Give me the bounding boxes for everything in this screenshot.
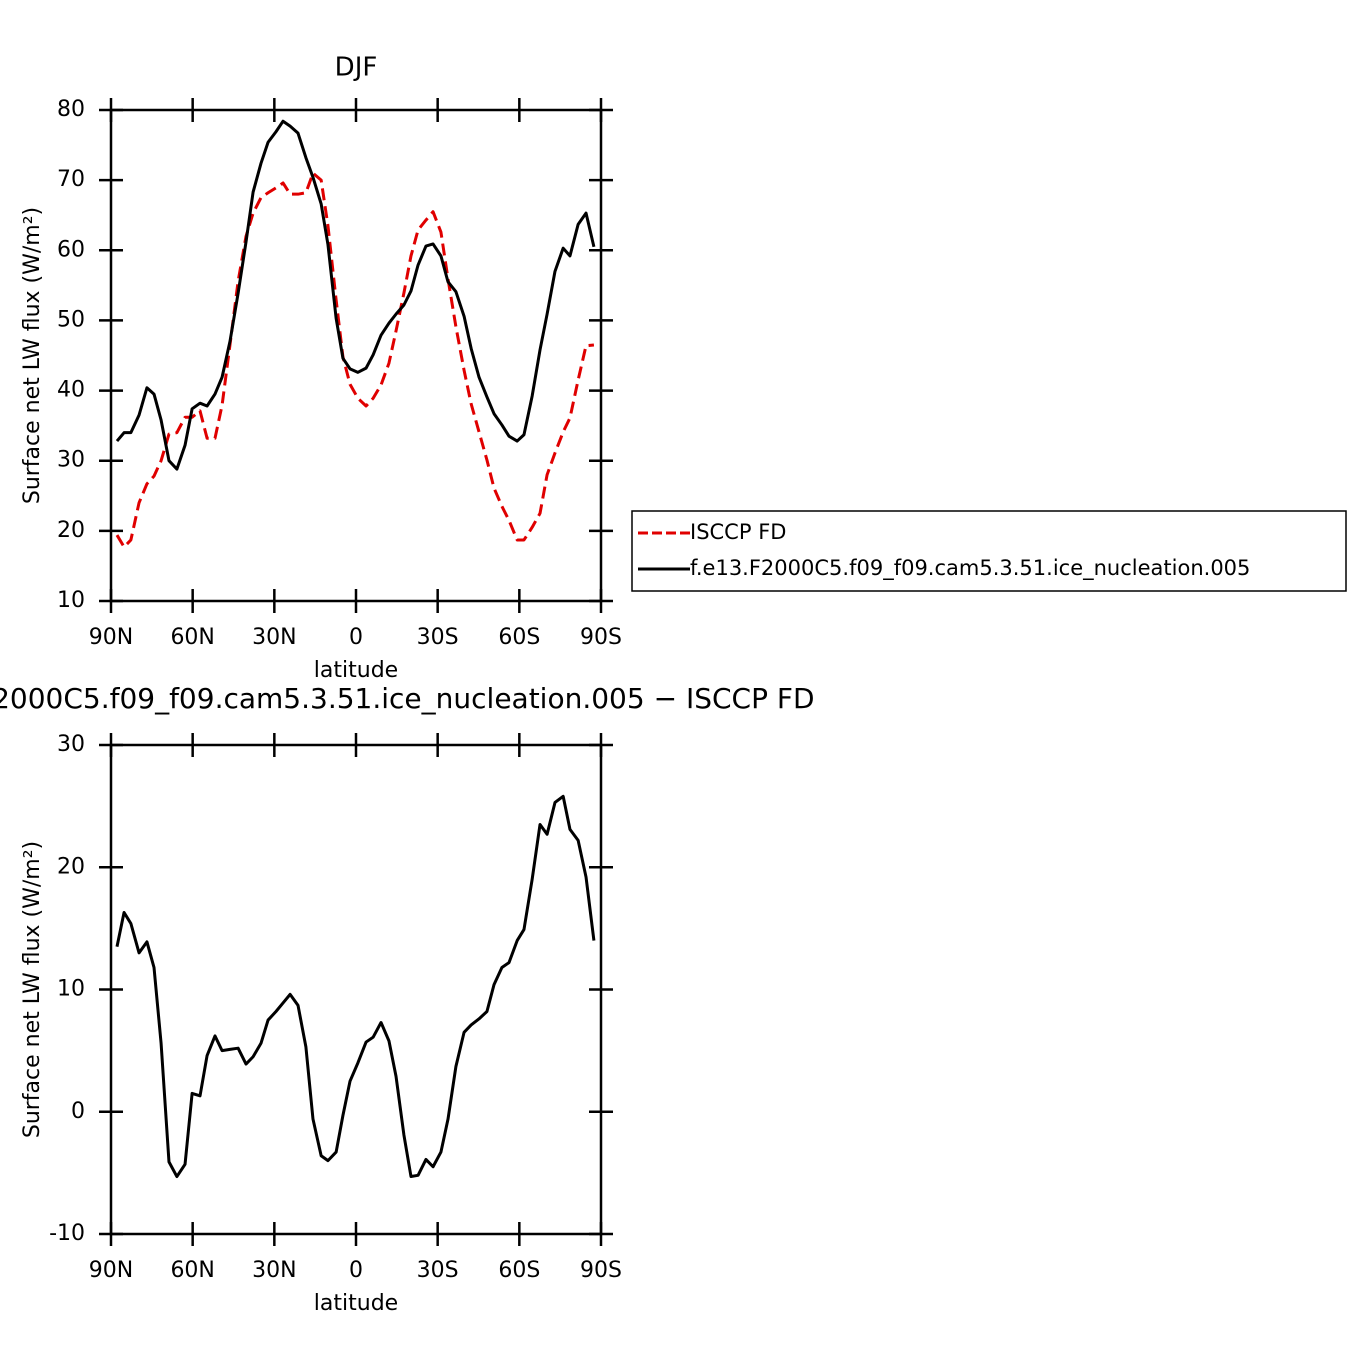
x-tick-label: 90S xyxy=(580,1258,622,1283)
y-tick-label: 70 xyxy=(57,167,85,192)
chart-title: f.e13.F2000C5.f09_f09.cam5.3.51.ice_nucl… xyxy=(0,682,815,715)
y-tick-label: 10 xyxy=(57,588,85,613)
chart-title: DJF xyxy=(335,53,378,83)
x-tick-label: 30N xyxy=(252,625,296,650)
y-tick-label: 20 xyxy=(57,518,85,543)
y-tick-label: 80 xyxy=(57,97,85,122)
x-tick-label: 0 xyxy=(349,625,363,650)
y-axis-label: Surface net LW flux (W/m²) xyxy=(20,207,45,504)
x-tick-label: 0 xyxy=(349,1258,363,1283)
y-tick-label: 60 xyxy=(57,237,85,262)
legend-label: f.e13.F2000C5.f09_f09.cam5.3.51.ice_nucl… xyxy=(690,556,1250,581)
y-axis-label: Surface net LW flux (W/m²) xyxy=(20,841,45,1138)
x-tick-label: 60N xyxy=(170,1258,214,1283)
y-tick-label: 0 xyxy=(71,1099,85,1124)
y-tick-label: 20 xyxy=(57,854,85,879)
y-tick-label: 40 xyxy=(57,378,85,403)
x-tick-label: 60S xyxy=(498,1258,540,1283)
y-tick-label: -10 xyxy=(49,1221,85,1246)
x-tick-label: 90S xyxy=(580,625,622,650)
y-tick-label: 30 xyxy=(57,448,85,473)
y-tick-label: 30 xyxy=(57,732,85,757)
data-line xyxy=(115,119,596,471)
legend: ISCCP FD f.e13.F2000C5.f09_f09.cam5.3.51.… xyxy=(631,510,1347,592)
x-tick-label: 60N xyxy=(170,625,214,650)
legend-box xyxy=(631,510,1347,592)
data-line xyxy=(115,794,596,1179)
y-tick-label: 50 xyxy=(57,307,85,332)
x-tick-label: 30S xyxy=(417,1258,459,1283)
data-line xyxy=(115,171,595,549)
x-tick-label: 30S xyxy=(417,625,459,650)
x-tick-label: 30N xyxy=(252,1258,296,1283)
x-axis-label: latitude xyxy=(314,658,398,683)
x-tick-label: 60S xyxy=(498,625,540,650)
legend-label: ISCCP FD xyxy=(690,520,786,544)
y-tick-label: 10 xyxy=(57,977,85,1002)
x-tick-label: 90N xyxy=(89,1258,133,1283)
x-tick-label: 90N xyxy=(89,625,133,650)
x-axis-label: latitude xyxy=(314,1291,398,1316)
